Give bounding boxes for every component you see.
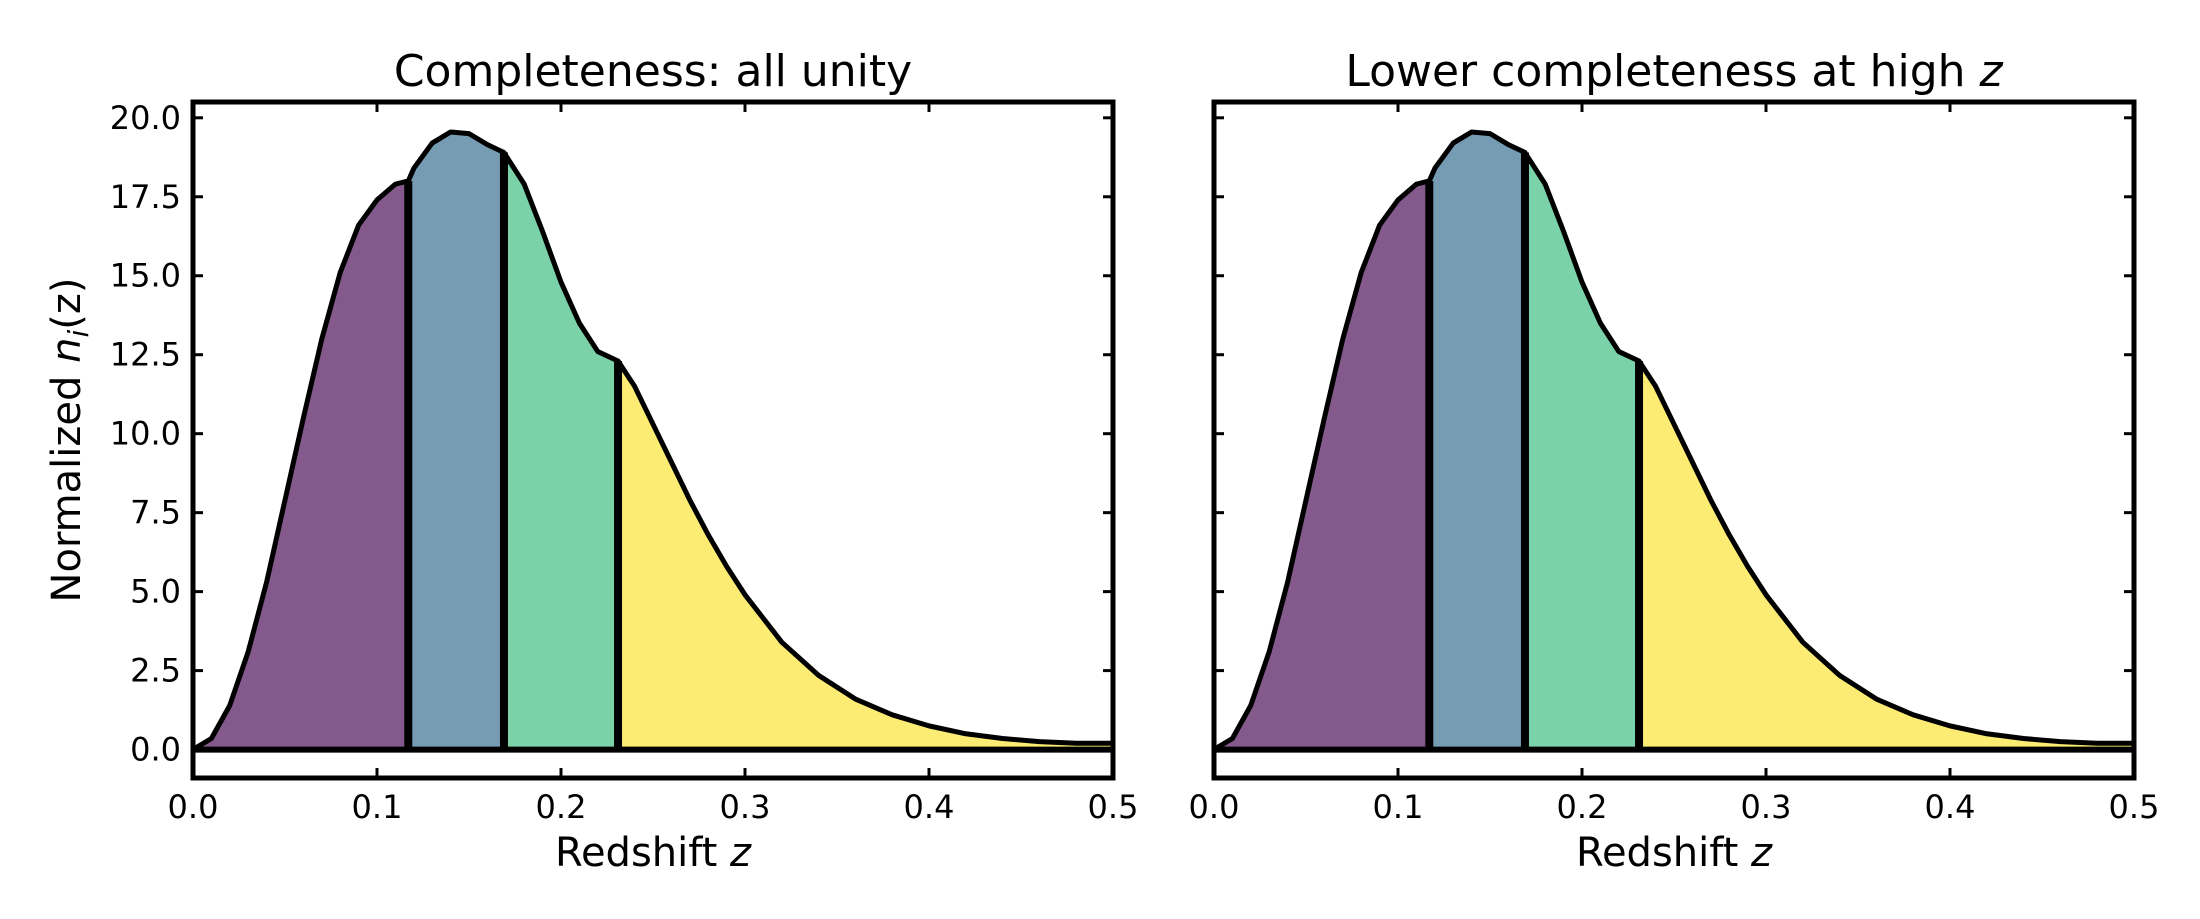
x-tick-label: 0.4 — [904, 788, 955, 826]
x-tick-label: 0.1 — [352, 788, 403, 826]
chart-panel-1: 0.0 0.1 0.2 0.3 0.4 0.5 0.0 2.5 5.0 7.5 10.0 12.5 15… — [44, 46, 1138, 876]
nz-curve — [191, 129, 1113, 752]
bin-3-area — [503, 152, 619, 750]
bin-1-area — [193, 180, 409, 750]
y-tick-label: 7.5 — [130, 494, 181, 532]
x-tick-label: 0.0 — [168, 788, 219, 826]
bin-4-area — [618, 361, 1113, 750]
y-tick-label: 12.5 — [110, 336, 181, 374]
x-axis-label: Redshift z — [1576, 830, 1773, 876]
y-tick-label: 15.0 — [110, 257, 181, 295]
bin-1-area — [1214, 180, 1430, 750]
y-tick-label: 20.0 — [110, 99, 181, 137]
x-tick-label: 0.5 — [2109, 788, 2160, 826]
x-tick-label: 0.2 — [536, 788, 587, 826]
x-tick-label: 0.2 — [1557, 788, 1608, 826]
x-tick-label: 0.3 — [1741, 788, 1792, 826]
x-tick-label: 0.3 — [720, 788, 771, 826]
chart-title: Completeness: all unity — [394, 46, 912, 97]
x-axis-label: Redshift z — [555, 830, 752, 876]
bin-2-area — [1429, 132, 1525, 750]
axes-frame — [1211, 99, 2137, 781]
x-tick-label: 0.1 — [1373, 788, 1424, 826]
bin-4-area — [1639, 361, 2134, 750]
y-tick-label: 17.5 — [110, 178, 181, 216]
y-tick-label: 10.0 — [110, 415, 181, 453]
y-tick-label: 0.0 — [130, 731, 181, 769]
bin-2-area — [408, 132, 504, 750]
x-tick-label: 0.4 — [1925, 788, 1976, 826]
x-tick-label: 0.0 — [1189, 788, 1240, 826]
bin-3-area — [1524, 152, 1640, 750]
x-tick-label: 0.5 — [1088, 788, 1139, 826]
nz-curve — [1212, 129, 2134, 752]
y-tick-label: 5.0 — [130, 573, 181, 611]
y-tick-label: 2.5 — [130, 652, 181, 690]
chart-panel-2: 0.0 0.1 0.2 0.3 0.4 0.5 Lower completeness at … — [1189, 46, 2160, 876]
chart-title: Lower completeness at high z — [1345, 46, 2003, 97]
y-axis-label: Normalized ni(z) — [44, 278, 95, 603]
axes-frame — [190, 99, 1116, 781]
